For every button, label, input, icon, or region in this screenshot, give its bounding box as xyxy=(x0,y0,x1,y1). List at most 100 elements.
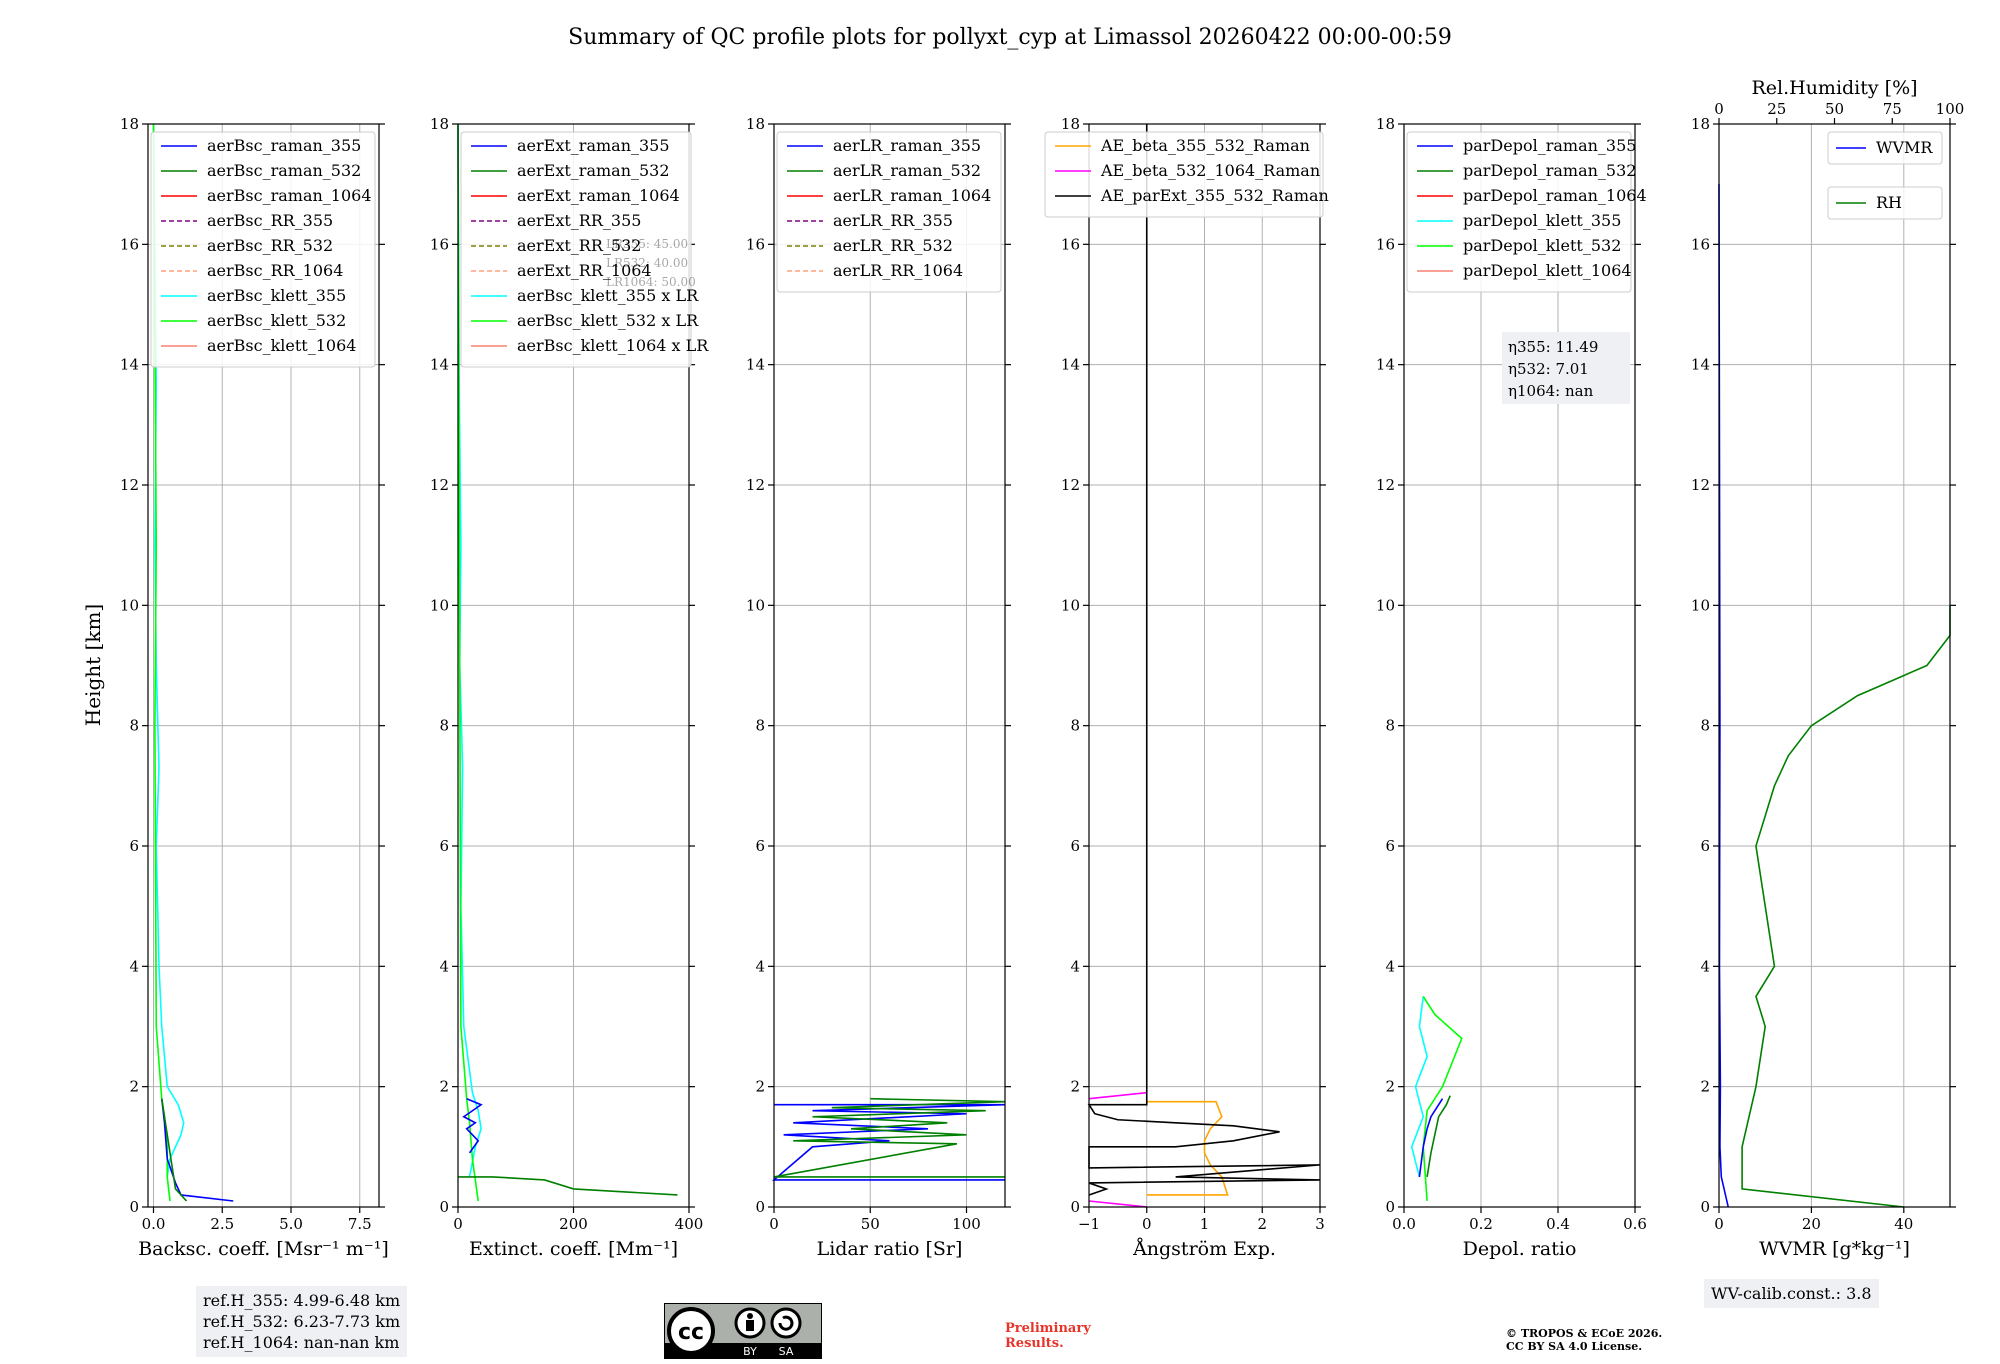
legend-label: parDepol_raman_532 xyxy=(1463,161,1636,180)
y-tick-label: 12 xyxy=(1691,476,1710,494)
series-WVMR xyxy=(1718,184,1730,1208)
x-axis-label: Ångström Exp. xyxy=(1132,1238,1276,1260)
series-AE_beta_355_532_Raman xyxy=(1146,1100,1229,1196)
x-tick-label: 50 xyxy=(861,1215,880,1233)
ref-height-532: ref.H_532: 6.23-7.73 km xyxy=(203,1312,401,1331)
series-aerExt_raman_355 xyxy=(462,1097,483,1154)
y-tick-label: 4 xyxy=(1070,957,1080,975)
eta-box xyxy=(1502,332,1630,404)
y-tick-label: 16 xyxy=(1691,235,1710,253)
legend-box xyxy=(150,131,376,368)
x-tick-label: 0.4 xyxy=(1546,1215,1570,1233)
y-axis-label: Height [km] xyxy=(81,604,105,726)
legend-box xyxy=(1044,131,1324,218)
legend-label: parDepol_klett_355 xyxy=(1463,211,1621,230)
x-tick-label: 7.5 xyxy=(348,1215,372,1233)
legend-label: aerBsc_raman_355 xyxy=(207,136,361,155)
y-tick-label: 8 xyxy=(1070,717,1080,735)
copyright-line-2: CC BY SA 4.0 License. xyxy=(1506,1340,1643,1353)
y-tick-label: 12 xyxy=(120,476,139,494)
y-tick-label: 0 xyxy=(755,1198,765,1216)
panel-extinction: 0 2 4 6 8 10 12 14 16 18 0 200 400 Extinct. coeff. [M… xyxy=(430,115,709,1260)
legend-label: aerBsc_klett_355 xyxy=(207,286,346,305)
series-AE_beta_532_1064_Raman_low xyxy=(1088,1200,1147,1208)
legend-label: aerExt_RR_355 xyxy=(517,211,641,230)
legend-label: parDepol_klett_532 xyxy=(1463,236,1621,255)
x-tick-label: 0 xyxy=(1142,1215,1152,1233)
y-tick-label: 18 xyxy=(746,115,765,133)
y-tick-label: 10 xyxy=(746,596,765,614)
y-tick-label: 12 xyxy=(430,476,449,494)
legend-box xyxy=(1827,131,1943,165)
y-tick-label: 18 xyxy=(430,115,449,133)
legend-box xyxy=(1827,186,1943,220)
y-tick-label: 16 xyxy=(1061,235,1080,253)
x-tick-label: 0.2 xyxy=(1469,1215,1493,1233)
series-AE_beta_532_1064_Raman xyxy=(1088,1091,1147,1100)
y-tick-label: 6 xyxy=(439,837,449,855)
x-tick-label: 2 xyxy=(1257,1215,1267,1233)
legend-label: aerBsc_klett_1064 x LR xyxy=(517,336,709,355)
y-tick-label: 2 xyxy=(1070,1078,1080,1096)
x2-tick-label: 50 xyxy=(1825,100,1844,118)
copyright-note: © TROPOS & ECoE 2026. CC BY SA 4.0 Licen… xyxy=(1506,1327,1662,1353)
series-AE_parExt_355_532_Raman xyxy=(1087,124,1321,1196)
series-aerLR_raman_532 xyxy=(773,1097,1006,1178)
series-aerBsc_klett_532 x LR xyxy=(457,123,480,1202)
axes-frame xyxy=(1718,123,1951,1208)
y-tick-label: 10 xyxy=(430,596,449,614)
x-tick-label: 5.0 xyxy=(279,1215,303,1233)
y-tick-label: 12 xyxy=(1376,476,1395,494)
wv-calib-box: WV-calib.const.: 3.8 xyxy=(1704,1279,1879,1308)
x-tick-label: 2.5 xyxy=(210,1215,234,1233)
legend-label: aerBsc_klett_532 x LR xyxy=(517,311,699,330)
y-tick-label: 2 xyxy=(129,1078,139,1096)
series-aerExt_raman_532 xyxy=(458,1176,678,1196)
series-aerBsc_raman_532 xyxy=(160,1098,188,1202)
y-tick-label: 16 xyxy=(120,235,139,253)
legend-label: WVMR xyxy=(1876,138,1933,157)
wv-calib-const: WV-calib.const.: 3.8 xyxy=(1711,1284,1872,1303)
legend-label: parDepol_raman_1064 xyxy=(1463,186,1647,205)
x-axis-label: Backsc. coeff. [Msr⁻¹ m⁻¹] xyxy=(138,1238,389,1260)
y-tick-label: 18 xyxy=(1061,115,1080,133)
x2-tick-label: 25 xyxy=(1767,100,1786,118)
y-tick-label: 2 xyxy=(439,1078,449,1096)
legend-label: aerLR_RR_355 xyxy=(833,211,953,230)
x2-tick-label: 0 xyxy=(1714,100,1724,118)
legend-box xyxy=(776,131,1002,293)
y-tick-label: 6 xyxy=(1700,837,1710,855)
eta-label: η532: 7.01 xyxy=(1508,360,1589,378)
y-tick-label: 14 xyxy=(746,356,765,374)
preliminary-line-1: Preliminary xyxy=(1005,1321,1091,1336)
lr-annotation: LR355: 45.00 xyxy=(606,237,688,251)
legend-label: aerBsc_raman_532 xyxy=(207,161,361,180)
series-parDepol_klett_355 xyxy=(1410,996,1428,1178)
eta-label: η355: 11.49 xyxy=(1508,338,1598,356)
y-tick-label: 12 xyxy=(1061,476,1080,494)
y-tick-label: 8 xyxy=(439,717,449,735)
x-tick-label: 20 xyxy=(1802,1215,1821,1233)
ref-height-1064: ref.H_1064: nan-nan km xyxy=(203,1333,400,1352)
x-tick-label: 400 xyxy=(675,1215,704,1233)
x-tick-label: 0 xyxy=(453,1215,463,1233)
legend-label: aerBsc_raman_1064 xyxy=(207,186,372,205)
x-tick-label: −1 xyxy=(1078,1215,1100,1233)
x-tick-label: 100 xyxy=(952,1215,981,1233)
legend-label: aerLR_RR_1064 xyxy=(833,261,963,280)
panel-backscatter: 0 2 4 6 8 10 12 14 16 18 0.0 2.5 5.0 7.5 Backsc. coeff… xyxy=(120,115,389,1260)
y-tick-label: 4 xyxy=(439,957,449,975)
preliminary-note: Preliminary Results. xyxy=(1005,1321,1091,1351)
y-tick-label: 14 xyxy=(120,356,139,374)
copyright-line-1: © TROPOS & ECoE 2026. xyxy=(1506,1327,1663,1340)
y-tick-label: 16 xyxy=(1376,235,1395,253)
x-tick-label: 1 xyxy=(1200,1215,1210,1233)
series-aerBsc_klett_355 x LR xyxy=(457,123,482,1178)
cc-sa-label: SA xyxy=(779,1345,794,1358)
legend-label: AE_beta_532_1064_Raman xyxy=(1100,161,1320,180)
legend-label: aerExt_raman_532 xyxy=(517,161,670,180)
axes-frame xyxy=(147,123,380,1208)
y-tick-label: 4 xyxy=(1385,957,1395,975)
